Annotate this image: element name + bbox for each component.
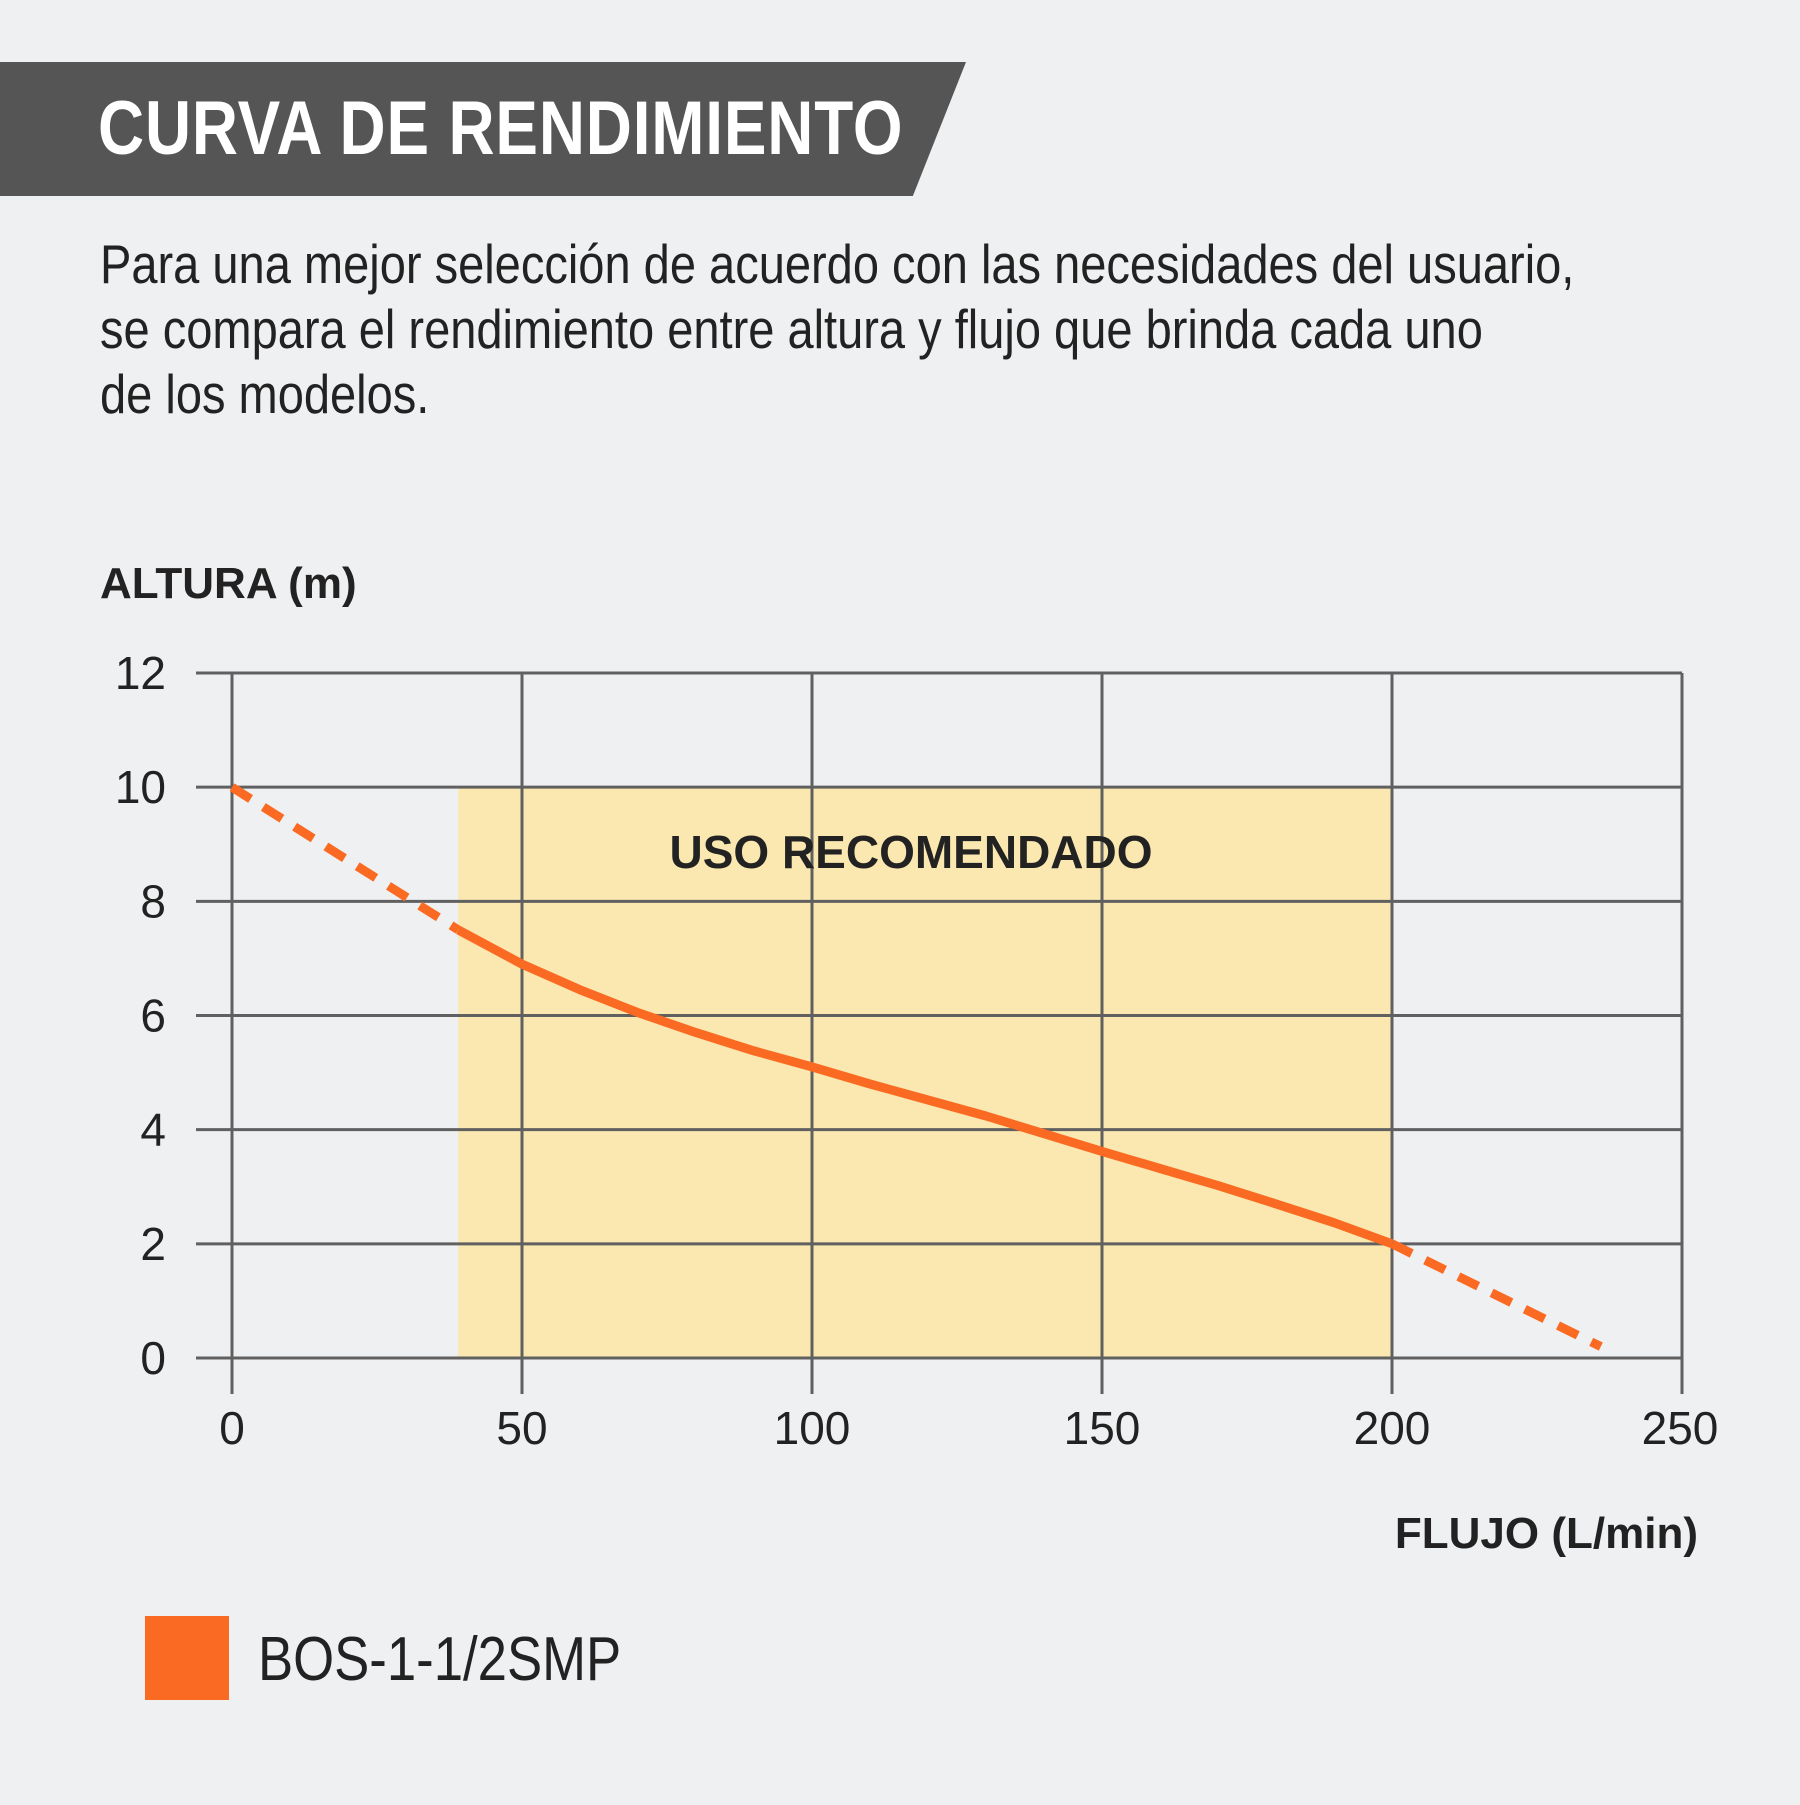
y-tick-label: 12 — [115, 647, 166, 699]
y-tick-label: 10 — [115, 761, 166, 813]
x-tick-label: 250 — [1642, 1402, 1719, 1454]
y-tick-label: 8 — [140, 875, 166, 927]
x-tick-label: 0 — [219, 1402, 245, 1454]
legend-label-bos: BOS-1-1/2SMP — [258, 1620, 621, 1700]
x-tick-label: 200 — [1354, 1402, 1431, 1454]
legend-swatch-bos — [145, 1616, 229, 1700]
series-curve-dashed-1 — [232, 787, 458, 930]
x-tick-label: 100 — [774, 1402, 851, 1454]
y-tick-label: 6 — [140, 990, 166, 1042]
x-axis-label: FLUJO (L/min) — [1395, 1509, 1698, 1558]
y-tick-label: 4 — [140, 1104, 166, 1156]
recommended-zone-label: USO RECOMENDADO — [669, 826, 1152, 878]
y-axis-label: ALTURA (m) — [100, 559, 357, 608]
series-curve-dashed-2 — [1392, 1244, 1601, 1347]
y-tick-label: 0 — [140, 1332, 166, 1384]
x-tick-label: 50 — [496, 1402, 547, 1454]
x-tick-label: 150 — [1064, 1402, 1141, 1454]
y-tick-label: 2 — [140, 1218, 166, 1270]
